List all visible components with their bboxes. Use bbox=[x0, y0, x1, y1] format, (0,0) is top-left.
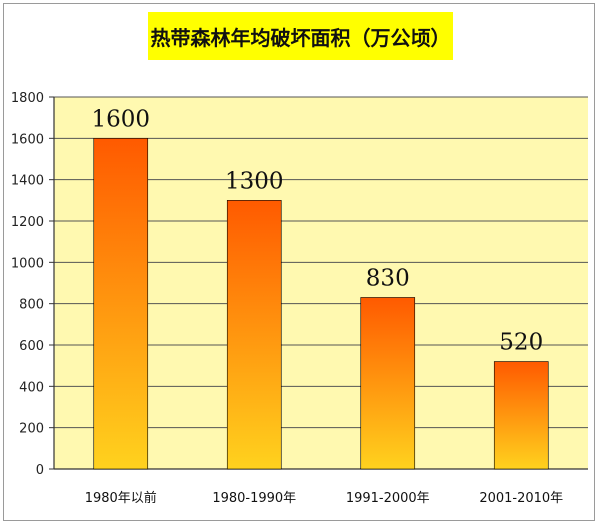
y-tick-label: 800 bbox=[19, 298, 44, 313]
data-label: 1600 bbox=[91, 106, 150, 132]
x-tick-labels: 1980年以前 1980-1990年 1991-2000年 2001-2010年 bbox=[85, 490, 563, 506]
x-tick-label: 1980年以前 bbox=[85, 490, 157, 506]
y-tick-label: 1400 bbox=[11, 174, 44, 189]
y-tick-label: 1800 bbox=[11, 91, 44, 106]
data-label: 520 bbox=[499, 330, 543, 356]
bar bbox=[226, 200, 282, 470]
y-tick-labels: 0 200 400 600 800 1000 1200 1400 1600 1800 bbox=[11, 91, 44, 478]
bar bbox=[360, 297, 416, 470]
y-tick-label: 1000 bbox=[11, 256, 44, 271]
y-tick-label: 400 bbox=[19, 380, 44, 395]
x-tick-label: 1980-1990年 bbox=[212, 491, 296, 506]
chart-title: 热带森林年均破坏面积（万公顷） bbox=[148, 12, 453, 60]
data-label: 830 bbox=[366, 265, 410, 291]
y-tick-label: 0 bbox=[36, 463, 44, 478]
bar bbox=[493, 361, 549, 470]
data-label: 1300 bbox=[225, 168, 284, 194]
y-tick-label: 1600 bbox=[11, 132, 44, 147]
y-tick-label: 1200 bbox=[11, 215, 44, 230]
x-tick-label: 1991-2000年 bbox=[346, 491, 430, 506]
data-labels: 1600 1300 830 520 bbox=[91, 106, 543, 355]
y-tick-label: 600 bbox=[19, 339, 44, 354]
bars bbox=[93, 138, 549, 470]
y-tick-label: 200 bbox=[19, 422, 44, 437]
x-tick-label: 2001-2010年 bbox=[479, 491, 563, 506]
bar bbox=[93, 138, 149, 470]
